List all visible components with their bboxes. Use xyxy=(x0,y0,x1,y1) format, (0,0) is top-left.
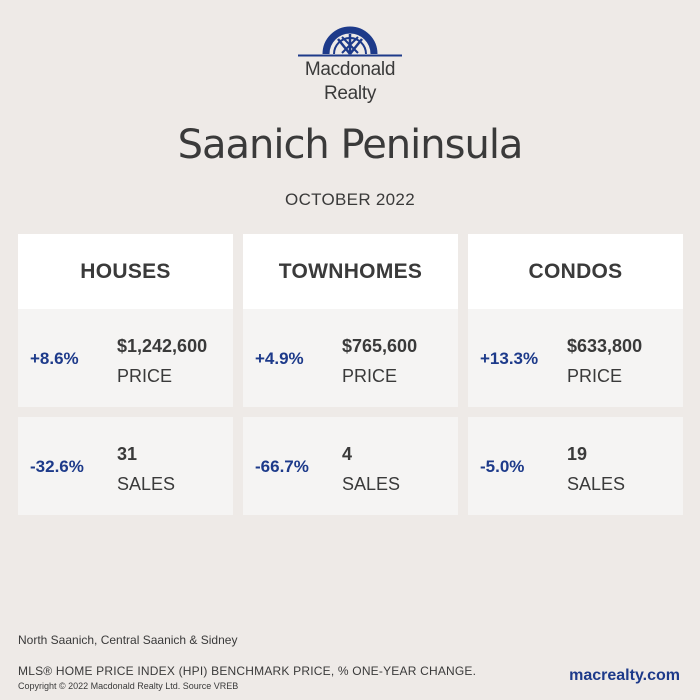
category-column-condos: CONDOS +13.3% $633,800 PRICE -5.0% 19 SA… xyxy=(468,234,683,515)
copyright-text: Copyright © 2022 Macdonald Realty Ltd. S… xyxy=(18,681,239,691)
price-label: PRICE xyxy=(567,366,623,386)
price-change: +4.9% xyxy=(255,349,304,368)
price-change: +8.6% xyxy=(30,349,79,368)
sales-label: SALES xyxy=(567,474,626,494)
brand-name-line2: Realty xyxy=(323,83,377,104)
sales-card: -5.0% 19 SALES xyxy=(468,417,683,515)
price-card: +13.3% $633,800 PRICE xyxy=(468,309,683,407)
sales-value: 4 xyxy=(342,444,353,464)
category-header: HOUSES xyxy=(18,234,233,309)
region-note: North Saanich, Central Saanich & Sidney xyxy=(18,633,238,647)
price-change: +13.3% xyxy=(480,349,539,368)
page-title: Saanich Peninsula xyxy=(177,122,524,168)
sales-value: 31 xyxy=(117,444,138,464)
sales-card: -32.6% 31 SALES xyxy=(18,417,233,515)
sales-change: -32.6% xyxy=(30,457,84,476)
methodology-note: MLS® HOME PRICE INDEX (HPI) BENCHMARK PR… xyxy=(18,664,477,678)
price-value: $633,800 xyxy=(567,336,643,356)
report-period: OCTOBER 2022 xyxy=(285,190,415,209)
price-value: $765,600 xyxy=(342,336,418,356)
macdonald-realty-arch-logo xyxy=(298,26,402,57)
price-card: +4.9% $765,600 PRICE xyxy=(243,309,458,407)
category-header: TOWNHOMES xyxy=(243,234,458,309)
sales-label: SALES xyxy=(342,474,401,494)
sales-card: -66.7% 4 SALES xyxy=(243,417,458,515)
category-column-houses: HOUSES +8.6% $1,242,600 PRICE -32.6% 31 … xyxy=(18,234,233,515)
price-card: +8.6% $1,242,600 PRICE xyxy=(18,309,233,407)
price-label: PRICE xyxy=(342,366,398,386)
brand-logo: Macdonald Realty xyxy=(0,25,700,105)
category-column-townhomes: TOWNHOMES +4.9% $765,600 PRICE -66.7% 4 … xyxy=(243,234,458,515)
sales-change: -66.7% xyxy=(255,457,309,476)
brand-name-line1: Macdonald xyxy=(304,59,396,80)
website-link[interactable]: macrealty.com xyxy=(569,667,680,684)
sales-change: -5.0% xyxy=(480,457,525,476)
price-label: PRICE xyxy=(117,366,173,386)
price-value: $1,242,600 xyxy=(117,336,208,356)
sales-label: SALES xyxy=(117,474,176,494)
category-header: CONDOS xyxy=(468,234,683,309)
sales-value: 19 xyxy=(567,444,588,464)
